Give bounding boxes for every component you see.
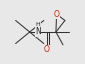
Text: O: O	[44, 45, 50, 54]
Text: H: H	[36, 22, 40, 27]
Text: N: N	[35, 28, 41, 36]
Text: O: O	[54, 10, 59, 19]
